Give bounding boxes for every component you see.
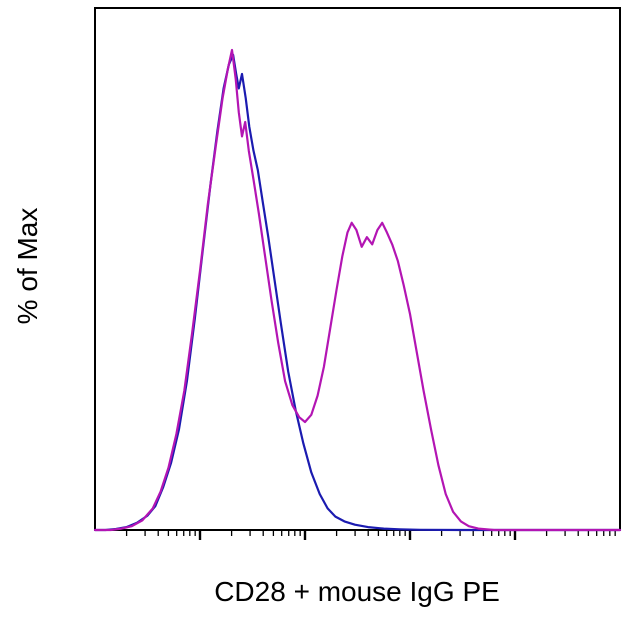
- histogram-curves: [93, 48, 622, 532]
- curve-mouse-igg-isotype-control: [93, 53, 622, 532]
- y-axis-label: % of Max: [12, 207, 43, 325]
- x-axis-label: CD28 + mouse IgG PE: [214, 576, 500, 607]
- plot-border: [94, 7, 621, 531]
- x-axis-ticks: [125, 530, 616, 540]
- curve-cd28-pe: [93, 48, 622, 532]
